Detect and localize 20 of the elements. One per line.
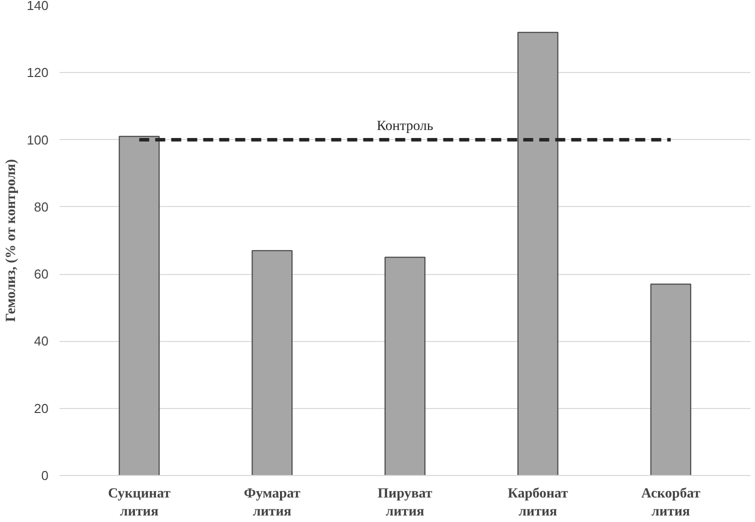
bar xyxy=(384,256,426,476)
x-tick-label: Пируват лития xyxy=(378,486,432,520)
x-tick-label: Аскорбат лития xyxy=(641,486,700,520)
y-tick-label: 20 xyxy=(34,400,49,416)
y-axis-title: Гемолиз, (% от контроля) xyxy=(4,158,19,322)
bar xyxy=(252,250,293,476)
y-tick-label: 40 xyxy=(34,334,49,349)
y-tick-label: 140 xyxy=(26,0,49,13)
y-tick-label: 100 xyxy=(26,132,49,148)
ref-line-label: Контроль xyxy=(376,118,434,134)
y-tick-label: 0 xyxy=(41,468,49,483)
x-tick-label: Карбонат лития xyxy=(508,486,568,520)
x-tick-label: Сукцинат лития xyxy=(108,486,171,520)
bar xyxy=(517,32,558,476)
x-tick-label: Фумарат лития xyxy=(244,486,301,520)
y-tick-label: 120 xyxy=(26,65,49,80)
y-tick-label: 60 xyxy=(34,266,49,282)
bar xyxy=(118,136,160,476)
y-tick-label: 80 xyxy=(34,199,49,214)
bar xyxy=(650,284,692,476)
